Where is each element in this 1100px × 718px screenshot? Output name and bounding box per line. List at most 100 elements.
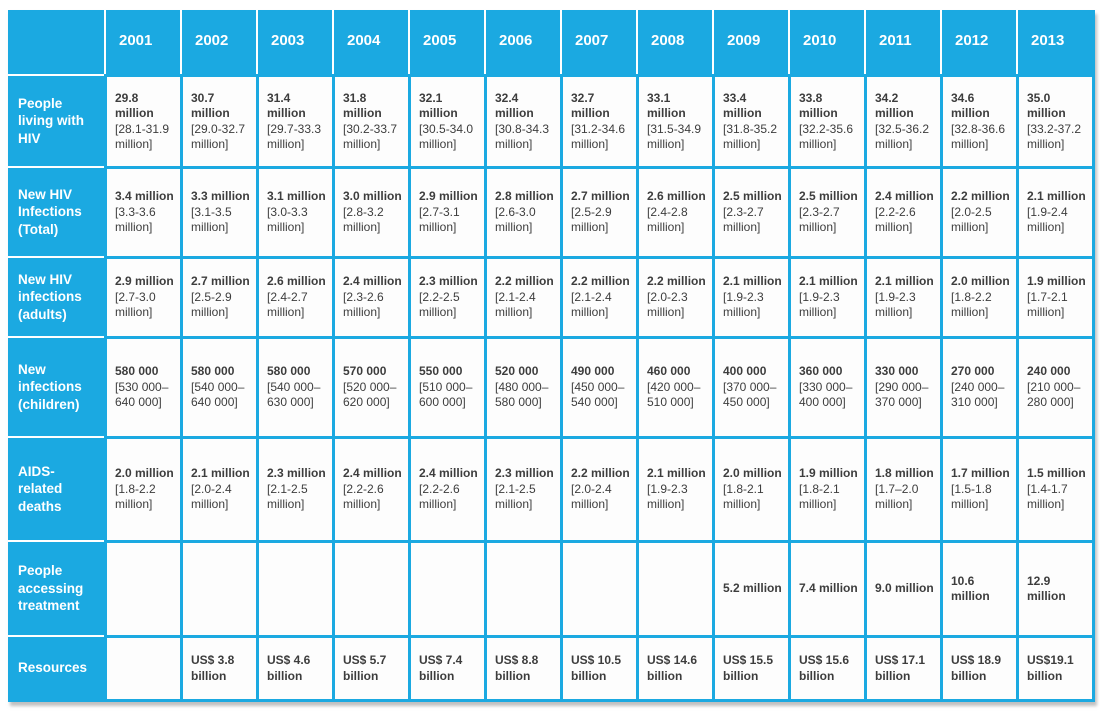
year-header-2012: 2012 xyxy=(940,10,1016,74)
cell-range: [2.2-2.6 million] xyxy=(875,204,916,235)
cell-value: 1.7 million xyxy=(951,466,1010,481)
data-cell: 2.0 million [1.8-2.2 million] xyxy=(940,256,1016,336)
cell-value: 2.4 million xyxy=(419,466,478,481)
data-cell: 550 000 [510 000– 600 000] xyxy=(408,336,484,436)
cell-range: [2.6-3.0 million] xyxy=(495,204,536,235)
data-cell: 1.8 million [1.7–2.0 million] xyxy=(864,436,940,540)
data-cell: 2.4 million [2.2-2.6 million] xyxy=(408,436,484,540)
data-cell: 1.9 million [1.8-2.1 million] xyxy=(788,436,864,540)
data-cell: US$ 7.4 billion xyxy=(408,635,484,699)
year-header-2007: 2007 xyxy=(560,10,636,74)
table-row: People living with HIV 29.8 million [28.1-… xyxy=(8,74,1092,166)
cell-range: [540 000– 640 000] xyxy=(191,379,245,410)
cell-range: [420 000– 510 000] xyxy=(647,379,701,410)
cell-range: [2.7-3.0 million] xyxy=(115,289,156,320)
data-cell: 330 000 [290 000– 370 000] xyxy=(864,336,940,436)
cell-range: [2.0-2.5 million] xyxy=(951,204,992,235)
cell-value: US$ 3.8 billion xyxy=(191,653,235,683)
cell-value: 3.3 million xyxy=(191,189,250,204)
data-cell: US$ 17.1 billion xyxy=(864,635,940,699)
data-cell: 1.7 million [1.5-1.8 million] xyxy=(940,436,1016,540)
data-cell xyxy=(104,540,180,635)
data-cell xyxy=(256,540,332,635)
cell-range: [2.3-2.6 million] xyxy=(343,289,384,320)
data-cell: 360 000 [330 000– 400 000] xyxy=(788,336,864,436)
data-cell: US$ 10.5 billion xyxy=(560,635,636,699)
cell-range: [450 000– 540 000] xyxy=(571,379,625,410)
data-cell: US$ 15.6 billion xyxy=(788,635,864,699)
data-cell: 580 000 [540 000– 630 000] xyxy=(256,336,332,436)
year-header-2013: 2013 xyxy=(1016,10,1092,74)
cell-range: [1.9-2.4 million] xyxy=(1027,204,1068,235)
cell-range: [2.0-2.4 million] xyxy=(191,481,232,512)
data-cell: 33.4 million [31.8-35.2 million] xyxy=(712,74,788,166)
cell-range: [2.1-2.4 million] xyxy=(571,289,612,320)
cell-value: 33.4 million xyxy=(723,90,762,121)
cell-range: [31.2-34.6 million] xyxy=(571,121,626,151)
data-cell: 2.2 million [2.0-2.3 million] xyxy=(636,256,712,336)
cell-range: [1.9-2.3 million] xyxy=(647,481,688,512)
cell-value: US$ 15.5 billion xyxy=(723,653,774,683)
cell-value: 2.0 million xyxy=(951,274,1010,289)
header-row: 2001 2002 2003 2004 2005 2006 2007 2008 2009 2010… xyxy=(8,10,1092,74)
cell-value: 33.8 million xyxy=(799,90,838,121)
cell-value: 550 000 xyxy=(419,364,463,379)
cell-range: [1.8-2.1 million] xyxy=(799,481,840,512)
data-cell: 31.4 million [29.7-33.3 million] xyxy=(256,74,332,166)
cell-value: 2.0 million xyxy=(723,466,782,481)
data-cell: 2.2 million [2.1-2.4 million] xyxy=(560,256,636,336)
data-cell: 2.6 million [2.4-2.8 million] xyxy=(636,166,712,256)
cell-range: [2.4-2.7 million] xyxy=(267,289,308,320)
data-cell: 12.9 million xyxy=(1016,540,1092,635)
data-cell: 30.7 million [29.0-32.7 million] xyxy=(180,74,256,166)
cell-value: 520 000 xyxy=(495,364,539,379)
year-header-2001: 2001 xyxy=(104,10,180,74)
data-cell: 2.4 million [2.3-2.6 million] xyxy=(332,256,408,336)
data-cell: 2.2 million [2.1-2.4 million] xyxy=(484,256,560,336)
cell-value: 31.8 million xyxy=(343,90,382,121)
cell-range: [480 000– 580 000] xyxy=(495,379,549,410)
cell-value: 330 000 xyxy=(875,364,919,379)
cell-range: [3.3-3.6 million] xyxy=(115,204,156,235)
cell-value: US$ 8.8 billion xyxy=(495,653,539,683)
table-row: Resources US$ 3.8 billion US$ 4.6 billion U… xyxy=(8,635,1092,699)
cell-range: [31.5-34.9 million] xyxy=(647,121,702,151)
cell-value: 2.7 million xyxy=(571,189,630,204)
cell-range: [32.5-36.2 million] xyxy=(875,121,930,151)
row-label: People accessing treatment xyxy=(8,540,104,635)
cell-range: [1.8-2.2 million] xyxy=(115,481,156,512)
data-cell xyxy=(332,540,408,635)
data-cell: 35.0 million [33.2-37.2 million] xyxy=(1016,74,1092,166)
cell-range: [520 000– 620 000] xyxy=(343,379,397,410)
cell-value: 580 000 xyxy=(115,364,159,379)
table-row: New HIV infections (adults) 2.9 million [2… xyxy=(8,256,1092,336)
cell-range: [530 000– 640 000] xyxy=(115,379,169,410)
cell-range: [210 000– 280 000] xyxy=(1027,379,1081,410)
cell-value: 2.3 million xyxy=(267,466,326,481)
cell-range: [32.2-35.6 million] xyxy=(799,121,854,151)
data-cell: 2.0 million [1.8-2.2 million] xyxy=(104,436,180,540)
cell-range: [540 000– 630 000] xyxy=(267,379,321,410)
data-cell: 2.2 million [2.0-2.4 million] xyxy=(560,436,636,540)
table-row: AIDS-related deaths 2.0 million [1.8-2.2 m… xyxy=(8,436,1092,540)
data-cell: US$ 15.5 billion xyxy=(712,635,788,699)
data-cell: 2.4 million [2.2-2.6 million] xyxy=(332,436,408,540)
data-cell: 2.9 million [2.7-3.0 million] xyxy=(104,256,180,336)
cell-range: [1.4-1.7 million] xyxy=(1027,481,1068,512)
cell-value: 2.5 million xyxy=(723,189,782,204)
cell-value: 2.1 million xyxy=(799,274,858,289)
cell-value: 5.2 million xyxy=(723,581,782,596)
cell-value: 33.1 million xyxy=(647,90,686,121)
year-header-2003: 2003 xyxy=(256,10,332,74)
data-cell: 2.3 million [2.1-2.5 million] xyxy=(484,436,560,540)
cell-range: [2.5-2.9 million] xyxy=(571,204,612,235)
year-header-2008: 2008 xyxy=(636,10,712,74)
cell-value: 2.8 million xyxy=(495,189,554,204)
cell-value: 2.6 million xyxy=(267,274,326,289)
cell-value: 31.4 million xyxy=(267,90,306,121)
table-row: New HIV Infections (Total) 3.4 million [3.… xyxy=(8,166,1092,256)
data-cell xyxy=(104,635,180,699)
data-cell: 2.5 million [2.3-2.7 million] xyxy=(712,166,788,256)
row-label: Resources xyxy=(8,635,104,699)
cell-value: 2.2 million xyxy=(571,466,630,481)
